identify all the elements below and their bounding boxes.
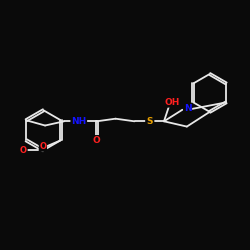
Text: O: O <box>93 136 100 145</box>
Text: OH: OH <box>164 98 180 107</box>
Text: O: O <box>20 146 27 155</box>
Text: NH: NH <box>71 117 86 126</box>
Text: S: S <box>146 117 152 126</box>
Text: N: N <box>184 104 192 113</box>
Text: O: O <box>40 142 46 151</box>
